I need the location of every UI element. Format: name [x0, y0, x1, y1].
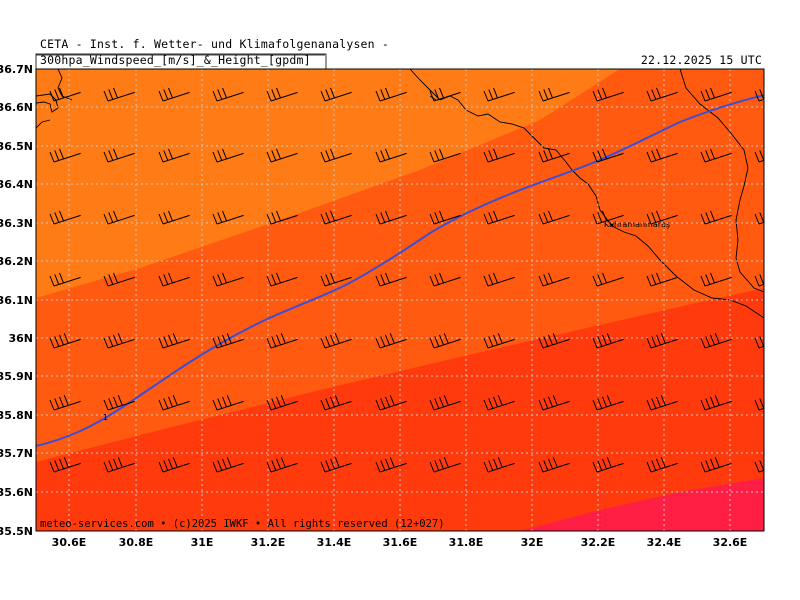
longitude-labels: 30.6E 30.8E 31E 31.2E 31.4E 31.6E 31.8E 32E 32.2…	[52, 536, 748, 549]
lat-label: 36.4N	[0, 178, 33, 191]
contour-label: 1	[103, 413, 108, 422]
lon-label: 31.2E	[251, 536, 286, 549]
lon-label: 30.8E	[119, 536, 154, 549]
lon-label: 31E	[191, 536, 214, 549]
lon-label: 32.2E	[581, 536, 616, 549]
lat-label: 36.2N	[0, 255, 33, 268]
lat-label: 35.6N	[0, 486, 33, 499]
lon-label: 31.6E	[383, 536, 418, 549]
lat-label: 35.8N	[0, 409, 33, 422]
lat-label: 36.5N	[0, 140, 33, 153]
lat-label: 35.5N	[0, 525, 33, 538]
parameter-box	[36, 54, 326, 69]
lon-label: 32E	[521, 536, 544, 549]
lat-label: 36.1N	[0, 294, 33, 307]
lon-label: 32.6E	[713, 536, 748, 549]
lon-label: 30.6E	[52, 536, 87, 549]
lat-label: 35.9N	[0, 370, 33, 383]
lon-label: 32.4E	[647, 536, 682, 549]
lat-label: 36.3N	[0, 217, 33, 230]
lat-label: 36N	[8, 332, 33, 345]
footer-credit: meteo-services.com • (c)2025 IWKF • All …	[40, 518, 445, 530]
latitude-labels: 36.7N 36.6N 36.5N 36.4N 36.3N 36.2N 36.1N 36N 35…	[0, 63, 33, 538]
lon-label: 31.8E	[449, 536, 484, 549]
lat-label: 35.7N	[0, 447, 33, 460]
lon-label: 31.4E	[317, 536, 352, 549]
lat-label: 36.6N	[0, 101, 33, 114]
lat-label: 36.7N	[0, 63, 33, 76]
